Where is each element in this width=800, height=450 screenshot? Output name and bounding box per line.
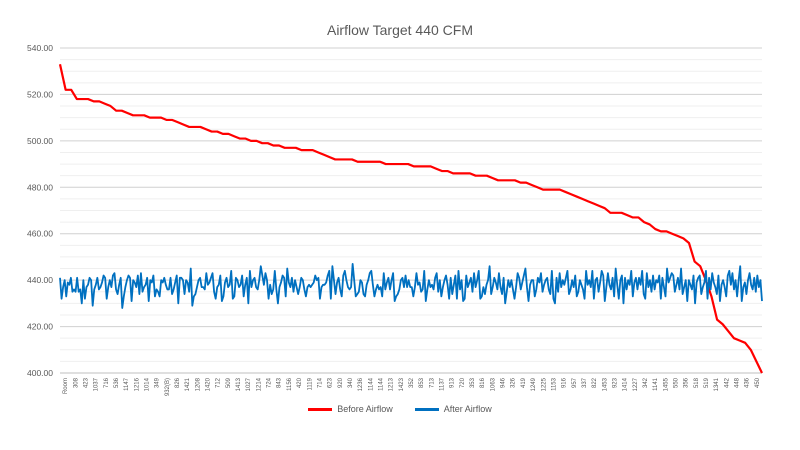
x-tick-label: 1225 xyxy=(541,377,547,391)
y-axis-tick-labels: 400.00 420.00 440.00 460.00 480.00 500.00 520.… xyxy=(27,43,53,378)
series-line-before-airflow xyxy=(58,64,763,374)
series-lines xyxy=(58,64,763,374)
x-tick-label: 1014 xyxy=(144,377,150,391)
x-tick-label: 716 xyxy=(104,377,110,388)
x-tick-label: 1227 xyxy=(633,377,639,391)
x-tick-label: 337 xyxy=(582,377,588,388)
x-tick-label: 720 xyxy=(460,377,466,388)
legend-label-after: After Airflow xyxy=(443,404,492,414)
x-tick-label: 843 xyxy=(277,377,283,388)
x-tick-label: 419 xyxy=(521,377,527,388)
series-line-after-airflow xyxy=(59,262,763,309)
x-tick-label: 1341 xyxy=(714,377,720,391)
x-tick-label: 1423 xyxy=(399,377,405,391)
gridlines xyxy=(60,47,762,374)
legend: Before Airflow After Airflow xyxy=(0,404,800,414)
x-tick-label: 420 xyxy=(297,377,303,388)
x-tick-label: 509 xyxy=(226,377,232,388)
x-tick-label: 1063 xyxy=(490,377,496,391)
x-tick-label: 1137 xyxy=(440,377,446,391)
x-tick-label: 853 xyxy=(419,377,425,388)
x-tick-label: 352 xyxy=(409,377,415,388)
x-tick-label: 816 xyxy=(480,377,486,388)
x-tick-label: 1119 xyxy=(307,377,313,390)
x-tick-label: 826 xyxy=(175,377,181,388)
legend-item-after: After Airflow xyxy=(414,404,492,414)
y-tick-label: 400.00 xyxy=(27,368,53,378)
x-tick-label: 448 xyxy=(735,377,741,388)
x-tick-label: 1249 xyxy=(531,377,537,391)
x-tick-label: 913 xyxy=(450,377,456,388)
legend-item-before: Before Airflow xyxy=(308,404,393,414)
legend-label-before: Before Airflow xyxy=(337,404,393,414)
x-axis-tick-labels: Room 308 423 1037 716 536 1147 1216 1014 349 932(B… xyxy=(63,377,761,396)
x-tick-label: 712 xyxy=(216,377,222,388)
x-tick-label: 450 xyxy=(755,377,761,388)
x-tick-label: 932(B) xyxy=(165,378,171,396)
x-tick-label: 923 xyxy=(612,377,618,388)
x-tick-label: 1453 xyxy=(602,377,608,391)
legend-swatch-before xyxy=(308,407,333,411)
x-tick-label: 623 xyxy=(328,377,334,388)
y-tick-label: 520.00 xyxy=(27,89,53,99)
y-tick-label: 540.00 xyxy=(27,43,53,53)
x-tick-label: 1037 xyxy=(94,377,100,391)
x-tick-label: 1214 xyxy=(256,377,262,391)
x-tick-label: 1153 xyxy=(551,377,557,391)
x-tick-label: 1144 xyxy=(378,377,384,391)
x-tick-label: 822 xyxy=(592,377,598,388)
x-tick-label: 713 xyxy=(429,377,435,388)
x-tick-label: 1455 xyxy=(663,377,669,391)
y-tick-label: 460.00 xyxy=(27,229,53,239)
x-tick-label: 342 xyxy=(643,377,649,388)
x-tick-label: 1213 xyxy=(389,377,395,391)
x-tick-label: 536 xyxy=(114,377,120,388)
y-tick-label: 440.00 xyxy=(27,275,53,285)
x-tick-label: 1027 xyxy=(246,377,252,391)
x-tick-label: Room xyxy=(63,378,69,394)
x-tick-label: 1144 xyxy=(368,377,374,391)
x-tick-label: 1156 xyxy=(287,377,293,391)
x-tick-label: 1414 xyxy=(623,377,629,391)
x-tick-label: 1147 xyxy=(124,377,130,391)
x-tick-label: 724 xyxy=(267,377,273,388)
x-tick-label: 946 xyxy=(501,377,507,388)
x-tick-label: 518 xyxy=(694,377,700,388)
x-tick-label: 920 xyxy=(338,377,344,388)
x-tick-label: 1216 xyxy=(134,377,140,391)
x-tick-label: 442 xyxy=(724,377,730,388)
x-tick-label: 423 xyxy=(83,377,89,388)
x-tick-label: 356 xyxy=(684,377,690,388)
x-tick-label: 326 xyxy=(511,377,517,388)
x-tick-label: 957 xyxy=(572,377,578,388)
legend-swatch-after xyxy=(414,407,439,411)
x-tick-label: 436 xyxy=(745,377,751,388)
chart-title: Airflow Target 440 CFM xyxy=(326,22,473,38)
x-tick-label: 1420 xyxy=(206,377,212,391)
x-tick-label: 714 xyxy=(317,377,323,388)
y-tick-label: 420.00 xyxy=(27,322,53,332)
x-tick-label: 1208 xyxy=(195,377,201,391)
y-tick-label: 500.00 xyxy=(27,136,53,146)
x-tick-label: 1421 xyxy=(185,377,191,391)
x-tick-label: 349 xyxy=(155,377,161,388)
x-tick-label: 550 xyxy=(674,377,680,388)
x-tick-label: 1236 xyxy=(358,377,364,391)
x-tick-label: 340 xyxy=(348,377,354,388)
x-tick-label: 916 xyxy=(562,377,568,388)
x-tick-label: 308 xyxy=(73,377,79,388)
x-tick-label: 1413 xyxy=(236,377,242,391)
y-tick-label: 480.00 xyxy=(27,182,53,192)
x-tick-label: 519 xyxy=(704,377,710,388)
x-tick-label: 353 xyxy=(470,377,476,388)
x-tick-label: 1141 xyxy=(653,377,659,391)
